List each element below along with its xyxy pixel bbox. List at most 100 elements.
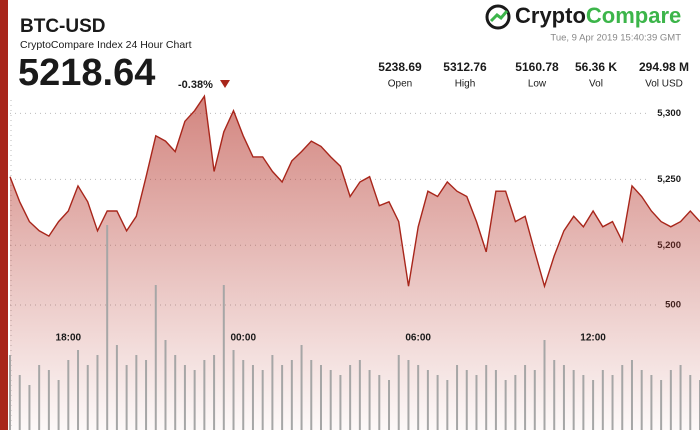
volume-bar [378, 375, 381, 430]
volume-bar [251, 365, 254, 430]
volume-bar [572, 370, 575, 430]
y-tick-label: 5,300 [657, 108, 681, 119]
x-tick-label: 18:00 [56, 333, 82, 344]
volume-bar [154, 285, 157, 430]
volume-bar [9, 355, 11, 430]
volume-bar [67, 360, 70, 430]
volume-bar [47, 370, 50, 430]
down-arrow [220, 80, 230, 88]
x-tick-label: 06:00 [405, 333, 431, 344]
stat-label: Vol [589, 79, 603, 90]
stat-label: Open [388, 79, 412, 90]
volume-bar [358, 360, 361, 430]
volume-bar [621, 365, 624, 430]
logo-text: CryptoCompare [515, 3, 681, 28]
volume-bar [426, 370, 429, 430]
volume-bar [164, 340, 167, 430]
volume-bar [417, 365, 420, 430]
volume-bar [300, 345, 303, 430]
volume-bar [640, 370, 643, 430]
change: -0.38% [178, 79, 213, 91]
volume-bar [28, 385, 31, 430]
price-line [9, 94, 700, 289]
volume-bar [630, 360, 633, 430]
logo-part: Crypto [515, 3, 586, 28]
stat-label: High [455, 79, 476, 90]
volume-bar [407, 360, 410, 430]
volume-bar [77, 350, 80, 430]
volume-bar [115, 345, 118, 430]
stat-label: Low [528, 79, 547, 90]
chart-title: BTC-USD [20, 16, 106, 37]
stat-value: 294.98 M [639, 60, 689, 74]
volume-bar [125, 365, 128, 430]
volume-bar [465, 370, 468, 430]
volume-bar [174, 355, 177, 430]
volume-bar [310, 360, 313, 430]
logo-part: Compare [586, 3, 681, 28]
volume-bar [135, 355, 138, 430]
volume-bar [86, 365, 89, 430]
stat-value: 5312.76 [443, 60, 487, 74]
volume-bar [553, 360, 556, 430]
volume-bar [689, 375, 692, 430]
volume-bar [601, 370, 604, 430]
volume-bar [339, 375, 342, 430]
volume-bar [183, 365, 186, 430]
x-tick-label: 12:00 [580, 333, 606, 344]
volume-bar [106, 225, 109, 430]
volume-bar [96, 355, 99, 430]
volume-bar [504, 380, 507, 430]
volume-bar [349, 365, 352, 430]
volume-bar [582, 375, 585, 430]
volume-bar [193, 370, 196, 430]
y-tick-label: 5,250 [657, 174, 681, 185]
volume-bar [281, 365, 284, 430]
timestamp: Tue, 9 Apr 2019 15:40:39 GMT [550, 33, 681, 44]
stat-value: 56.36 K [575, 60, 617, 74]
x-tick-label: 00:00 [230, 333, 256, 344]
volume-bar [679, 365, 682, 430]
stat-label: Vol USD [645, 79, 683, 90]
stat-value: 5238.69 [378, 60, 422, 74]
volume-bar [475, 375, 478, 430]
volume-bar [388, 380, 391, 430]
subtitle: CryptoCompare Index 24 Hour Chart [20, 39, 192, 51]
volume-bar [611, 375, 614, 430]
price-area [10, 96, 700, 430]
volume-bar [533, 370, 536, 430]
volume-bar [203, 360, 206, 430]
volume-bar [650, 375, 653, 430]
volume-bar [271, 355, 274, 430]
volume-bar [660, 380, 663, 430]
left-accent [0, 0, 8, 430]
volume-bar [562, 365, 565, 430]
volume-bar [592, 380, 595, 430]
stat-value: 5160.78 [515, 60, 559, 74]
volume-bar [57, 380, 60, 430]
logo-icon-line [489, 10, 509, 23]
volume-bar [242, 360, 245, 430]
volume-bar [222, 285, 225, 430]
logo-icon [485, 4, 511, 30]
volume-bar [397, 355, 400, 430]
volume-bar [543, 340, 546, 430]
volume-bar [436, 375, 439, 430]
volume-bar [261, 370, 264, 430]
volume-bar [368, 370, 371, 430]
volume-bar [494, 370, 497, 430]
volume-bar [669, 370, 672, 430]
volume-bar [524, 365, 527, 430]
volume-bar [319, 365, 322, 430]
logo: CryptoCompare [485, 3, 681, 30]
volume-bar [456, 365, 459, 430]
volume-bar [485, 365, 488, 430]
volume-bar [232, 350, 235, 430]
volume-bar [290, 360, 293, 430]
volume-bar [213, 355, 216, 430]
volume-bar [145, 360, 148, 430]
volume-bar [38, 365, 41, 430]
volume-bar [329, 370, 332, 430]
